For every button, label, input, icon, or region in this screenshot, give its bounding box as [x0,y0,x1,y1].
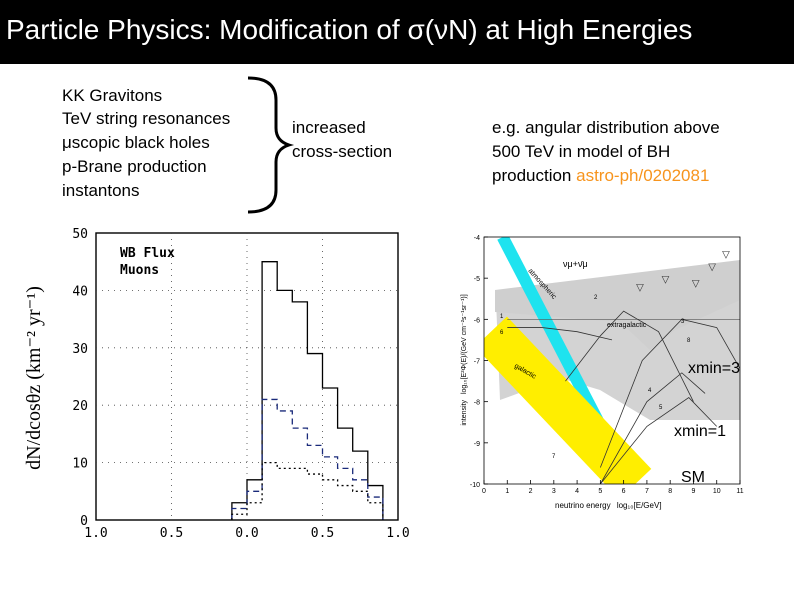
slide-title: Particle Physics: Modification of σ(νN) … [6,14,693,45]
list-item-p-brane: p-Brane production [62,157,207,176]
left-y-axis-label: dN/dcosθz (km⁻² yr⁻¹) [23,286,45,470]
note-line-3: production astro-ph/0202081 [492,166,709,186]
left-x-tick-label: 0.0 [235,526,258,541]
model-curve-3 [599,318,740,468]
right-x-tick-label: 9 [692,488,696,495]
data-marker-triangle: ▽ [722,250,730,261]
left-x-tick-label: 0.5 [160,526,183,541]
right-y-tick-label: -8 [474,400,480,407]
curve-label-5: 5 [659,405,663,411]
right-chart: ▽ ▽ ▽ ▽ ▽ -4 -5 -6 -7 -8 -9 -100 1 2 3 4 5 6 7 8 9 10 11 neut… [461,235,744,510]
model-curve-4 [600,372,706,484]
extragalactic-upper-patch [495,260,740,350]
left-x-tick-label: 1.0 [386,526,409,541]
list-item-instantons: instantons [62,181,140,200]
left-x-tick-label: 0.5 [311,526,334,541]
right-x-tick-label: 5 [598,488,602,495]
left-histogram-dotted [231,461,384,520]
right-x-tick-label: 4 [575,488,579,495]
right-y-tick-label: -9 [474,441,480,448]
left-y-tick-label: 0 [80,514,88,529]
curve-label-6: 6 [500,330,504,336]
left-legend-line-1: WB Flux [120,246,175,261]
right-x-tick-label: 0 [482,488,486,495]
note-reference: astro-ph/0202081 [576,166,710,185]
model-curve-1 [507,327,613,341]
note-prefix: production [492,166,577,185]
note-line-2: 500 TeV in model of BH [492,142,671,161]
curve-label-2: 2 [594,295,598,301]
right-y-tick-label: -4 [474,235,480,242]
right-x-tick-label: 1 [505,488,509,495]
right-x-tick-label: 2 [529,488,533,495]
left-y-tick-label: 10 [72,457,88,472]
right-x-axis-unit: log₁₀[E/GeV] [617,501,662,510]
band-galactic [484,316,652,484]
bracket-result-line-1: increased [292,118,366,137]
left-legend-line-2: Muons [120,263,159,278]
curve-label-4: 4 [648,388,652,394]
overlay-xmin-1: xmin=1 [674,423,726,440]
list-item-kk-gravitons: KK Gravitons [62,86,163,105]
right-y-axis-label: intensity log₁₀[E²Φ(E)/(GeV cm⁻²s⁻¹sr⁻¹)… [461,294,468,425]
right-x-tick-label: 6 [622,488,626,495]
bracket-result-line-2: cross-section [292,142,393,161]
data-marker-triangle: ▽ [692,278,700,289]
model-curve-5 [600,397,718,484]
right-y-axis-label-text: intensity [461,400,468,426]
list-item-black-holes: μscopic black holes [62,133,210,152]
overlay-xmin-3: xmin=3 [688,360,740,377]
right-y-tick-label: -10 [470,482,480,489]
curly-bracket [247,76,295,214]
right-y-axis-unit: log₁₀[E²Φ(E)/(GeV cm⁻²s⁻¹sr⁻¹)] [461,294,468,394]
right-y-tick-label: -5 [474,276,480,283]
data-marker-triangle: ▽ [708,262,716,273]
overlay-sm: SM [681,469,705,486]
left-y-tick-label: 50 [72,227,88,242]
curve-label-1: 1 [500,314,504,320]
curve-label-8: 8 [687,338,691,344]
flavor-label: νμ+ν̄μ [563,259,588,269]
title-bar: Particle Physics: Modification of σ(νN) … [0,0,794,64]
data-marker-triangle: ▽ [662,274,670,285]
curve-label-3: 3 [681,319,685,325]
right-x-axis-label: neutrino energy log₁₀[E/GeV] [555,501,662,510]
data-marker-triangle: ▽ [636,283,644,294]
left-y-tick-label: 30 [72,342,88,357]
right-y-tick-label: -7 [474,359,480,366]
right-x-axis-label-text: neutrino energy [555,501,611,510]
right-x-tick-label: 11 [736,488,743,495]
left-y-tick-label: 20 [72,399,88,414]
right-x-tick-label: 3 [552,488,556,495]
left-chart: 0 10 20 30 40 50 1.0 0.5 0.0 0.5 1.0 WB Flux Muons… [23,227,410,541]
right-x-tick-label: 10 [713,488,721,495]
model-curve-2 [565,310,694,402]
right-x-tick-label: 7 [645,488,649,495]
right-y-tick-label: -6 [474,317,480,324]
label-extragalactic: extragalactic [607,322,647,329]
left-histogram-dashed [231,398,384,520]
left-y-tick-label: 40 [72,284,88,299]
list-item-string-resonances: TeV string resonances [62,109,231,128]
note-line-1: e.g. angular distribution above [492,118,720,137]
left-histogram-solid [231,261,384,520]
curve-label-7: 7 [552,454,556,460]
left-x-tick-label: 1.0 [84,526,107,541]
right-x-tick-label: 8 [668,488,672,495]
